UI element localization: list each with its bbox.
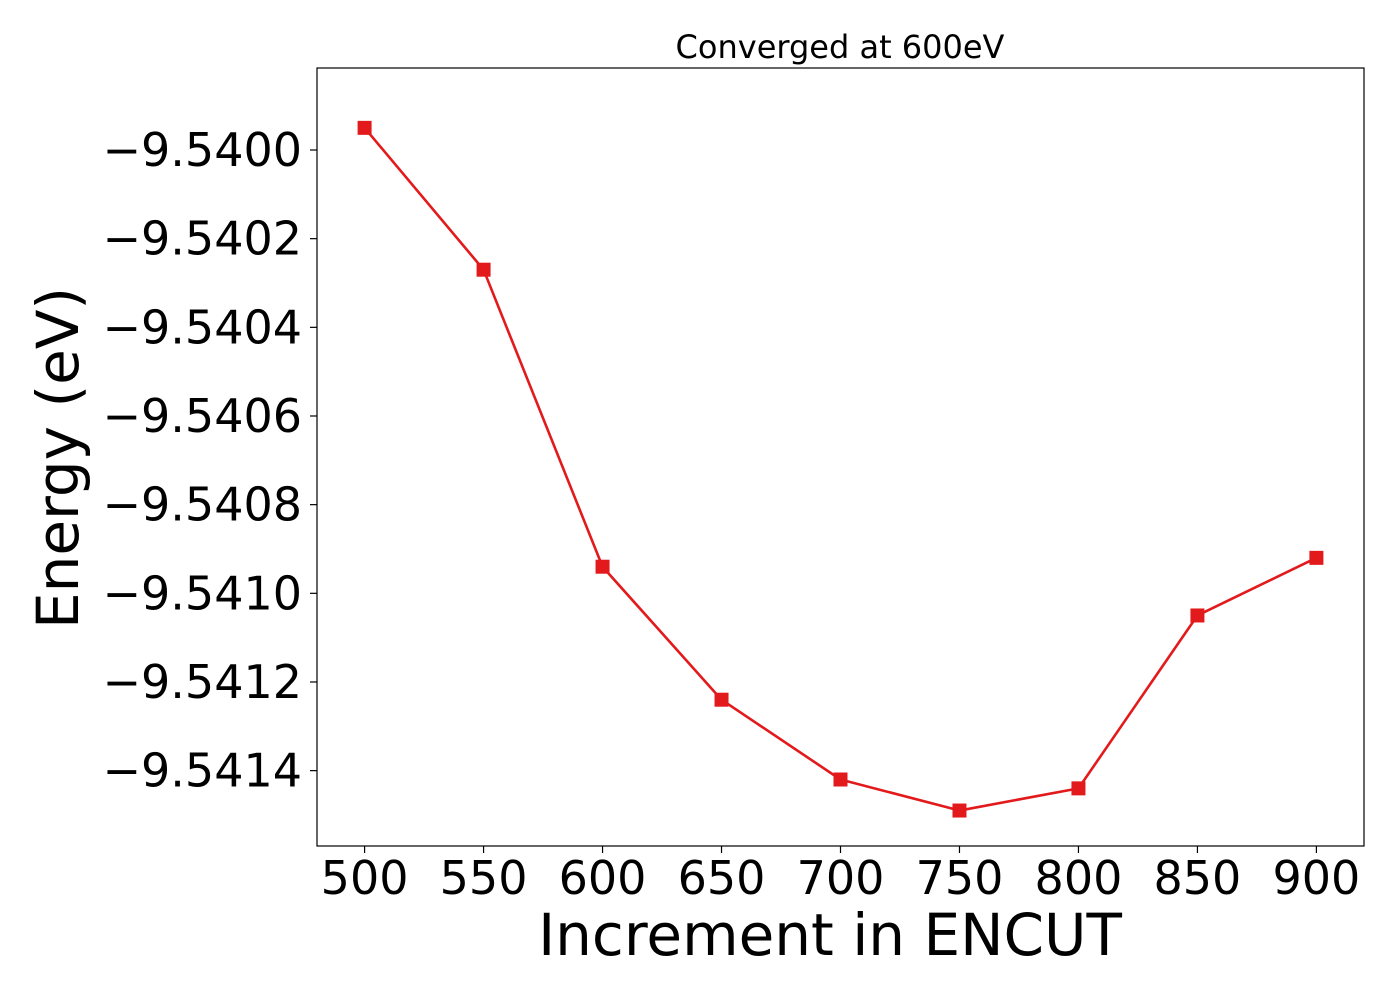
plot-frame [316, 67, 1365, 847]
data-point-marker [476, 262, 491, 277]
data-point-marker [1190, 608, 1205, 623]
x-tick-label: 700 [797, 851, 885, 905]
data-point-marker [1309, 550, 1324, 565]
data-point-marker [357, 120, 372, 135]
x-tick-label: 900 [1273, 851, 1361, 905]
y-tick-label: −9.5414 [103, 744, 303, 798]
x-tick-label: 850 [1154, 851, 1242, 905]
series-layer [357, 120, 1324, 818]
x-tick-label: 600 [559, 851, 647, 905]
y-tick-label: −9.5400 [103, 123, 303, 177]
series-line [363, 127, 1317, 812]
y-axis-ticks: −9.5400 −9.5402 −9.5404 −9.5406 −9.5408 −9.54… [103, 123, 317, 798]
y-tick-label: −9.5404 [103, 300, 303, 354]
y-tick-label: −9.5412 [103, 655, 303, 709]
data-point-marker [595, 559, 610, 574]
data-point-marker [833, 772, 848, 787]
y-tick-label: −9.5408 [103, 478, 303, 532]
y-axis-title: Energy (eV) [24, 287, 92, 629]
x-axis-title: Increment in ENCUT [538, 901, 1122, 969]
x-tick-label: 500 [321, 851, 409, 905]
x-tick-label: 550 [440, 851, 528, 905]
data-point-marker [1071, 781, 1086, 796]
y-tick-label: −9.5402 [103, 212, 303, 266]
y-tick-label: −9.5410 [103, 566, 303, 620]
x-axis-ticks: 500 550 600 650 700 750 800 850 900 [321, 846, 1361, 905]
y-tick-label: −9.5406 [103, 389, 303, 443]
x-tick-label: 650 [678, 851, 766, 905]
x-tick-label: 800 [1035, 851, 1123, 905]
data-point-marker [952, 803, 967, 818]
data-point-marker [714, 692, 729, 707]
x-tick-label: 750 [916, 851, 1004, 905]
chart-title: Converged at 600eV [676, 28, 1005, 66]
